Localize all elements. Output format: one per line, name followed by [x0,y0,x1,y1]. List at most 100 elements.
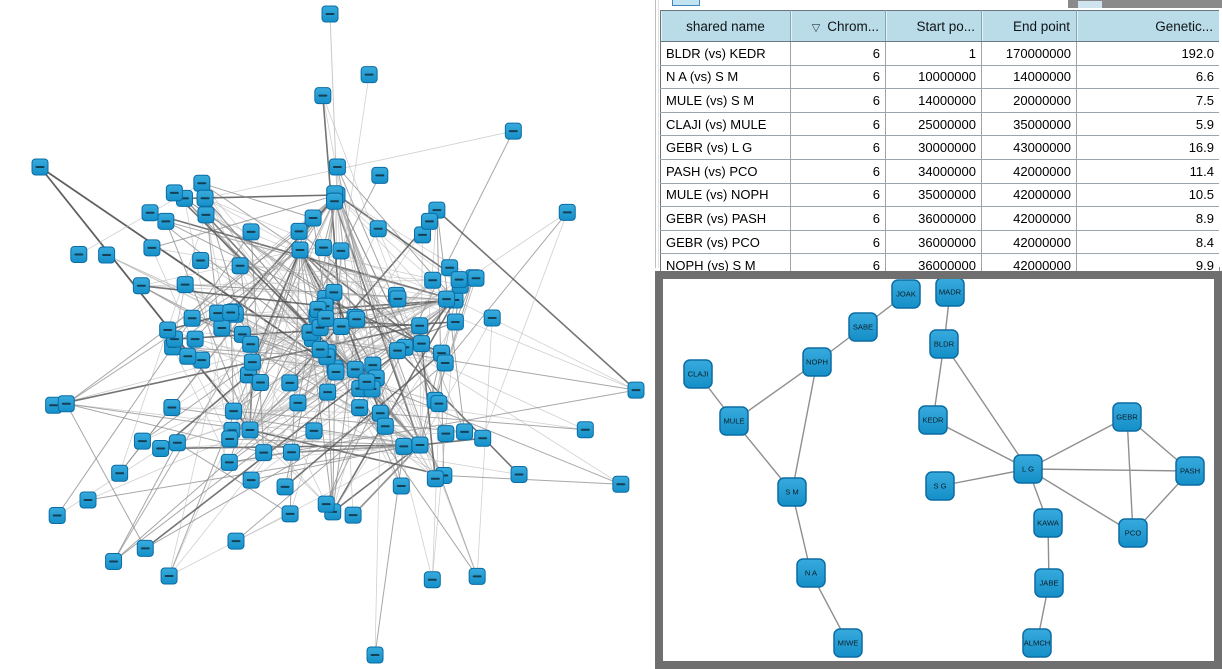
node-shape[interactable] [1034,568,1064,598]
node[interactable] [576,421,594,439]
node-l-g[interactable]: L G [1013,454,1043,484]
node[interactable] [371,166,389,184]
node[interactable] [227,532,245,550]
node[interactable] [328,158,346,176]
cell-shared-name[interactable]: BLDR (vs) KEDR [660,41,791,66]
node-noph[interactable]: NOPH [802,347,832,377]
node[interactable] [165,184,183,202]
node-s-g[interactable]: S G [925,471,955,501]
cell-end[interactable]: 42000000 [981,206,1077,231]
node[interactable] [376,417,394,435]
cell-end[interactable]: 42000000 [981,182,1077,207]
node-mule[interactable]: MULE [719,406,749,436]
node[interactable] [325,283,343,301]
node-shape[interactable] [925,471,955,501]
node[interactable] [157,212,175,230]
node-miwe[interactable]: MIWE [833,628,863,658]
node[interactable] [327,363,345,381]
node[interactable] [220,453,238,471]
node[interactable] [627,381,645,399]
node[interactable] [152,439,170,457]
cell-genetic[interactable]: 6.6 [1076,64,1220,89]
node[interactable] [48,507,66,525]
col-header-chromosome[interactable]: ▽ Chrom... [790,10,886,42]
cell-start[interactable]: 10000000 [885,64,982,89]
node[interactable] [360,66,378,84]
node[interactable] [222,304,240,322]
cell-shared-name[interactable]: CLAJI (vs) MULE [660,111,791,136]
table-row[interactable]: MULE (vs) NOPH 6 35000000 42000000 10.5 [660,182,1220,207]
cell-end[interactable]: 35000000 [981,111,1077,136]
node[interactable] [474,429,492,447]
cell-genetic[interactable]: 192.0 [1076,41,1220,66]
table-row[interactable]: MULE (vs) S M 6 14000000 20000000 7.5 [660,88,1220,113]
node[interactable] [183,309,201,327]
node[interactable] [159,321,177,339]
node-claji[interactable]: CLAJI [683,359,713,389]
cell-start[interactable]: 14000000 [885,88,982,113]
node[interactable] [411,317,429,335]
node[interactable] [31,158,49,176]
cell-genetic[interactable]: 16.9 [1076,135,1220,160]
overview-network-canvas[interactable] [0,0,650,669]
node[interactable] [141,204,159,222]
node[interactable] [510,466,528,484]
node[interactable] [437,425,455,443]
node[interactable] [456,423,474,441]
node[interactable] [241,421,259,439]
node-n-a[interactable]: N A [796,558,826,588]
node[interactable] [411,436,429,454]
node[interactable] [392,477,410,495]
node-s-m[interactable]: S M [777,477,807,507]
node[interactable] [243,353,261,371]
table-row[interactable]: CLAJI (vs) MULE 6 25000000 35000000 5.9 [660,111,1220,136]
cell-chromosome[interactable]: 6 [790,41,886,66]
node-kedr[interactable]: KEDR [918,405,948,435]
node[interactable] [358,373,376,391]
node[interactable] [225,402,243,420]
node-sabe[interactable]: SABE [848,312,878,342]
node-jabe[interactable]: JABE [1034,568,1064,598]
node[interactable] [317,495,335,513]
node[interactable] [136,539,154,557]
node[interactable] [426,470,444,488]
node[interactable] [281,505,299,523]
table-scrollbar-gutter[interactable] [1219,10,1222,267]
cell-start[interactable]: 36000000 [885,229,982,254]
node-madr[interactable]: MADR [935,277,965,307]
cell-shared-name[interactable]: MULE (vs) S M [660,88,791,113]
cell-genetic[interactable]: 10.5 [1076,182,1220,207]
cell-genetic[interactable]: 7.5 [1076,88,1220,113]
table-row[interactable]: GEBR (vs) PASH 6 36000000 42000000 8.9 [660,206,1220,231]
node-shape[interactable] [796,558,826,588]
node-shape[interactable] [891,279,921,309]
node[interactable] [321,5,339,23]
node[interactable] [467,269,485,287]
table-row[interactable]: N A (vs) S M 6 10000000 14000000 6.6 [660,64,1220,89]
cell-end[interactable]: 42000000 [981,229,1077,254]
node[interactable] [255,444,273,462]
node[interactable] [192,252,210,270]
node[interactable] [45,396,63,414]
node-pco[interactable]: PCO [1118,518,1148,548]
cell-start[interactable]: 35000000 [885,182,982,207]
cell-shared-name[interactable]: N A (vs) S M [660,64,791,89]
node[interactable] [196,189,214,207]
cell-genetic[interactable]: 8.4 [1076,229,1220,254]
col-header-start-position[interactable]: Start po... [885,10,982,42]
node[interactable] [326,192,344,210]
cell-start[interactable]: 34000000 [885,158,982,184]
table-row[interactable]: PASH (vs) PCO 6 34000000 42000000 11.4 [660,158,1220,184]
node[interactable] [319,383,337,401]
cell-shared-name[interactable]: GEBR (vs) L G [660,135,791,160]
node-shape[interactable] [918,405,948,435]
node[interactable] [186,330,204,348]
node[interactable] [412,335,430,353]
node-kawa[interactable]: KAWA [1033,508,1063,538]
node[interactable] [395,437,413,455]
cell-chromosome[interactable]: 6 [790,182,886,207]
node[interactable] [105,552,123,570]
cell-shared-name[interactable]: GEBR (vs) PCO [660,229,791,254]
node[interactable] [344,506,362,524]
node-almch[interactable]: ALMCH [1022,628,1052,658]
